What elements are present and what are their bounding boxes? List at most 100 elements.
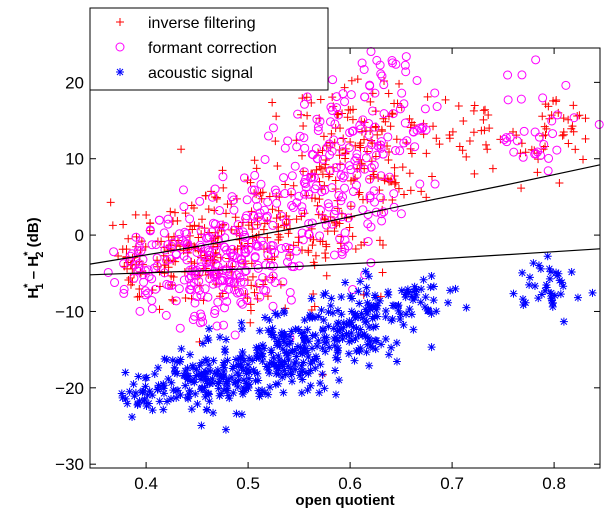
data-point: [299, 133, 309, 143]
data-point: [124, 276, 133, 285]
data-point: [236, 360, 245, 369]
data-point: [309, 172, 319, 182]
data-point: [288, 202, 298, 212]
data-point: [219, 320, 229, 330]
data-point: [264, 365, 273, 374]
data-point: [238, 347, 247, 356]
data-point: [315, 117, 325, 127]
data-point: [351, 180, 361, 190]
data-point: [328, 309, 337, 318]
data-point: [319, 316, 328, 325]
data-point: [233, 382, 242, 391]
data-point: [126, 280, 135, 289]
data-point: [372, 55, 382, 65]
data-point: [245, 380, 254, 389]
data-point: [388, 109, 398, 119]
data-point: [208, 379, 217, 388]
data-point: [238, 227, 248, 237]
data-point: [236, 277, 246, 287]
data-point: [219, 386, 228, 395]
data-point: [263, 292, 272, 301]
data-point: [376, 69, 386, 79]
data-point: [188, 225, 197, 234]
data-point: [331, 366, 340, 375]
data-point: [336, 170, 346, 180]
legend-label-acoustic-signal: acoustic signal: [148, 65, 253, 82]
data-point: [375, 60, 385, 70]
data-point: [118, 393, 127, 402]
data-point: [315, 231, 325, 241]
data-point: [228, 364, 237, 373]
data-point: [161, 261, 170, 270]
data-point: [555, 178, 564, 187]
data-point: [519, 300, 528, 309]
data-point: [375, 186, 384, 195]
data-point: [188, 361, 197, 370]
data-point: [331, 176, 340, 185]
data-point: [369, 302, 378, 311]
data-point: [247, 185, 257, 195]
data-point: [227, 373, 236, 382]
data-point: [257, 390, 266, 399]
data-point: [480, 126, 489, 135]
data-point: [571, 145, 580, 154]
data-point: [430, 88, 440, 98]
data-point: [204, 336, 213, 345]
data-point: [263, 131, 273, 141]
data-point: [230, 285, 240, 295]
data-point: [136, 246, 146, 256]
data-point: [201, 355, 210, 364]
data-point: [516, 94, 526, 104]
data-point: [236, 354, 245, 363]
data-point: [402, 310, 411, 319]
data-point: [410, 142, 420, 152]
data-point: [407, 149, 416, 158]
data-point: [365, 323, 374, 332]
data-point: [420, 303, 429, 312]
data-point: [427, 309, 436, 318]
data-point: [410, 293, 419, 302]
data-point: [362, 307, 371, 316]
data-point: [174, 229, 184, 239]
data-point: [280, 330, 289, 339]
data-point: [291, 365, 300, 374]
data-point: [219, 183, 228, 192]
data-point: [135, 397, 144, 406]
data-point: [187, 257, 196, 266]
data-point: [300, 179, 310, 189]
data-point: [215, 206, 225, 216]
data-point: [250, 170, 260, 180]
data-point: [348, 232, 357, 241]
data-point: [279, 336, 288, 345]
data-point: [134, 259, 144, 269]
data-point: [315, 195, 324, 204]
data-point: [538, 112, 547, 121]
data-point: [268, 220, 278, 230]
data-point: [379, 195, 388, 204]
data-point: [356, 124, 366, 134]
data-point: [365, 174, 375, 184]
x-tick-label: 0.5: [236, 474, 260, 493]
data-point: [194, 285, 204, 295]
data-point: [545, 114, 554, 123]
data-point: [417, 124, 427, 134]
data-point: [318, 370, 327, 379]
data-point: [280, 337, 289, 346]
data-point: [287, 171, 297, 181]
data-point: [266, 245, 276, 255]
data-point: [337, 310, 346, 319]
data-point: [485, 124, 494, 133]
legend-markers: [115, 18, 125, 76]
data-point: [279, 307, 288, 316]
data-point: [395, 146, 405, 156]
data-point: [194, 370, 203, 379]
data-point: [335, 234, 345, 244]
data-point: [358, 331, 367, 340]
data-point: [260, 154, 270, 164]
data-point: [422, 193, 431, 202]
data-point: [252, 232, 261, 241]
data-point: [167, 280, 177, 290]
data-point: [348, 115, 357, 124]
data-point: [429, 282, 438, 291]
data-point: [386, 122, 395, 131]
